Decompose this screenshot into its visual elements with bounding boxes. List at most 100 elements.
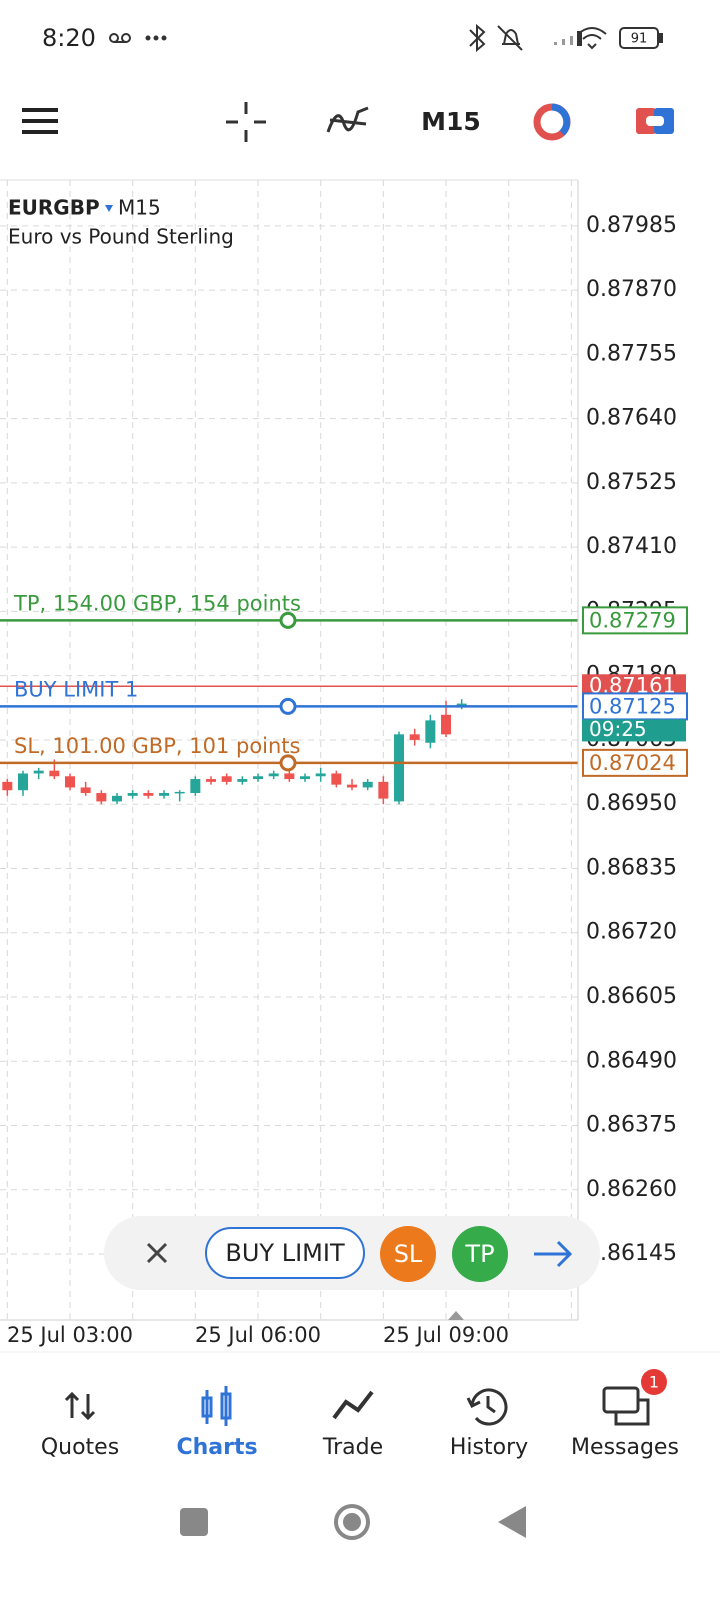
candle-body — [33, 770, 44, 774]
chart-type-button[interactable] — [533, 103, 571, 141]
y-tick-label: 0.86605 — [586, 984, 677, 1009]
nav-item[interactable]: History — [450, 1435, 528, 1460]
candle-body — [96, 793, 107, 802]
tp-button[interactable] — [452, 1226, 508, 1282]
y-tick-label: 0.87410 — [586, 534, 677, 559]
charts-icon[interactable] — [201, 1386, 232, 1426]
tp-label[interactable]: TP — [464, 1240, 494, 1268]
candle-body — [127, 793, 138, 796]
y-tick-label: 0.87755 — [586, 341, 677, 366]
buy-limit-button[interactable] — [205, 1227, 365, 1279]
recents-button[interactable] — [180, 1508, 208, 1536]
level-price: 0.87024 — [589, 751, 676, 775]
level-tag — [582, 606, 688, 635]
candle-body — [362, 781, 373, 788]
confirm-button[interactable] — [534, 1240, 573, 1268]
y-tick-label: 0.86490 — [586, 1048, 677, 1073]
candle-body — [2, 781, 13, 791]
y-tick-label: 0.87985 — [586, 213, 677, 238]
candle-body — [143, 793, 154, 796]
x-tick-label: 25 Jul 06:00 — [195, 1323, 321, 1347]
candle-body — [378, 781, 389, 799]
nav-item[interactable]: Quotes — [41, 1435, 119, 1460]
y-tick-label: 0.86145 — [586, 1241, 677, 1266]
nav-item[interactable]: Charts — [176, 1435, 257, 1460]
home-button[interactable] — [334, 1504, 370, 1540]
candle-body — [284, 773, 295, 780]
level-tag — [582, 692, 688, 721]
candle-body — [190, 779, 201, 794]
candle-body — [49, 770, 60, 777]
level-label: BUY LIMIT 1 — [14, 677, 138, 701]
bottom-nav: Quotes Charts Trade History Messages — [41, 1435, 679, 1460]
chart-timeframe: M15 — [118, 196, 161, 220]
y-tick-label: 0.87870 — [586, 277, 677, 302]
nav-item[interactable]: Messages — [571, 1435, 679, 1460]
crosshair-button[interactable] — [226, 102, 266, 142]
level-label: TP, 154.00 GBP, 154 points — [13, 591, 301, 615]
sl-button[interactable] — [380, 1226, 436, 1282]
menu-button[interactable] — [22, 108, 58, 134]
candle-body — [315, 773, 326, 777]
quotes-icon[interactable] — [64, 1391, 96, 1421]
candle-body — [409, 734, 420, 740]
level-price: 0.87279 — [589, 608, 676, 632]
candle-body — [394, 734, 405, 802]
time-marker — [448, 1311, 464, 1320]
status-time: 8:20 — [42, 24, 96, 52]
trade-icon[interactable] — [332, 1390, 374, 1420]
x-tick-label: 25 Jul 09:00 — [383, 1323, 509, 1347]
countdown-tag — [582, 719, 686, 742]
timeframe-button[interactable]: M15 — [421, 107, 481, 136]
level-label: SL, 101.00 GBP, 101 points — [14, 734, 300, 758]
candle-body — [206, 779, 217, 782]
badge-count: 1 — [649, 1373, 659, 1392]
candle-body — [237, 779, 248, 782]
candle-body — [65, 776, 76, 788]
sl-label[interactable]: SL — [394, 1240, 423, 1268]
history-icon[interactable] — [466, 1388, 508, 1426]
countdown: 09:25 — [589, 717, 647, 741]
indicators-button[interactable] — [326, 106, 369, 133]
level-price: 0.87125 — [589, 694, 676, 718]
candle-body — [268, 773, 279, 777]
candle-body — [17, 773, 28, 791]
candle-body — [425, 720, 436, 743]
back-button[interactable] — [498, 1506, 526, 1538]
y-tick-label: 0.86835 — [586, 855, 677, 880]
symbol-dropdown[interactable] — [105, 205, 113, 212]
level-handle[interactable] — [279, 754, 297, 772]
status-icons — [109, 23, 663, 53]
candle-body — [441, 714, 452, 735]
candle-body — [159, 793, 170, 796]
battery-level: 91 — [631, 32, 648, 47]
close-button[interactable] — [146, 1242, 168, 1264]
trade-button[interactable] — [636, 108, 674, 134]
messages-badge — [641, 1369, 667, 1395]
x-tick-label: 25 Jul 03:00 — [7, 1323, 133, 1347]
y-tick-label: 0.87525 — [586, 470, 677, 495]
buy-limit-label[interactable]: BUY LIMIT — [225, 1239, 345, 1267]
candle-body — [221, 776, 232, 782]
y-tick-label: 0.87640 — [586, 406, 677, 431]
level-handle[interactable] — [279, 697, 297, 715]
chart: 0.87985 0.87870 0.87755 0.87640 0.87525 0.874… — [0, 180, 688, 1347]
messages-icon[interactable] — [602, 1386, 650, 1426]
symbol[interactable]: EURGBP — [8, 196, 100, 220]
candle-body — [300, 776, 311, 780]
nav-item[interactable]: Trade — [322, 1435, 383, 1460]
y-tick-label: 0.86260 — [586, 1177, 677, 1202]
symbol-description: Euro vs Pound Sterling — [8, 225, 234, 249]
candle-body — [331, 773, 342, 785]
candle-body — [112, 795, 123, 802]
candle-body — [253, 776, 264, 780]
candle-body — [80, 787, 91, 794]
y-tick-label: 0.86720 — [586, 920, 677, 945]
y-tick-label: 0.86950 — [586, 791, 677, 816]
level-handle[interactable] — [279, 611, 297, 629]
level-tag — [582, 748, 688, 777]
candle-body — [456, 703, 467, 707]
candle-body — [174, 791, 185, 794]
candle-body — [347, 784, 358, 788]
